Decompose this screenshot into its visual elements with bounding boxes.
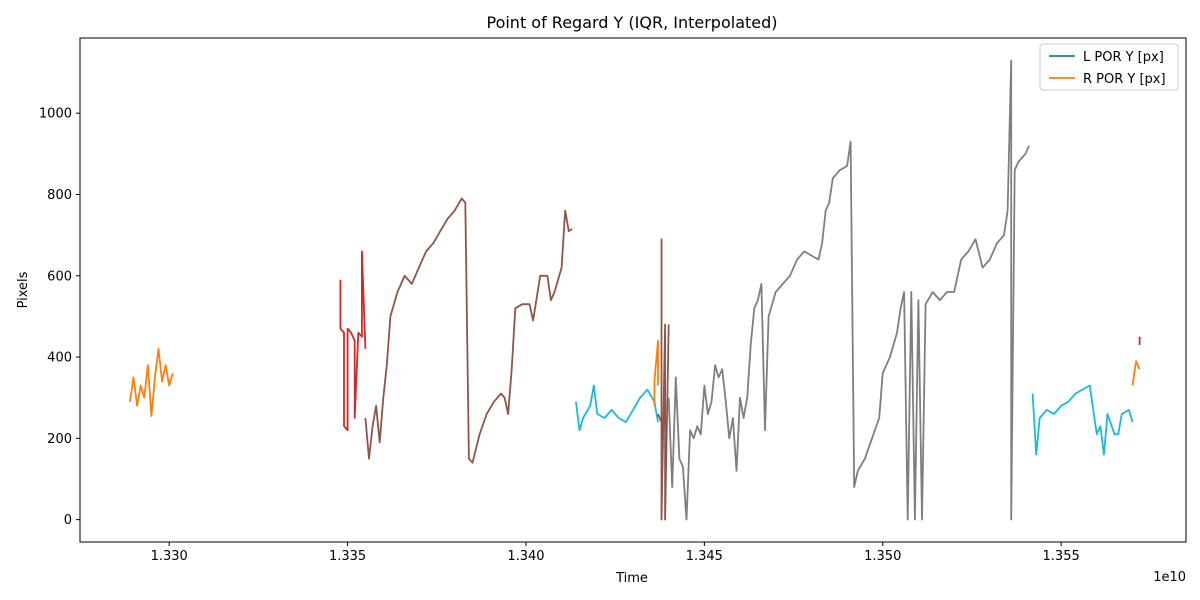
x-tick-label: 1.350 [864,549,901,564]
y-tick-label: 800 [47,188,72,203]
plot-frame [79,37,1187,543]
x-tick-label: 1.340 [507,549,544,564]
y-tick-label: 0 [64,513,72,528]
y-axis-label: Pixels [16,271,31,308]
series-line-segment-3 [575,384,659,432]
y-tick-label: 400 [47,351,72,366]
x-tick-label: 1.345 [686,549,723,564]
legend: L POR Y [px] R POR Y [px] [1039,43,1179,91]
series-line-segment-8 [1131,360,1141,386]
x-tick-label: 1.355 [1043,549,1080,564]
series-line-segment-1 [339,250,367,432]
y-tick-label: 1000 [39,107,72,122]
x-axis-label: Time [615,571,648,586]
series-line-segment-0 [129,347,174,417]
x-axis-offset-label: 1e10 [1153,570,1186,585]
series-line-segment-2 [364,197,573,464]
y-axis-ticks: 0 200 400 600 800 1000 [39,107,80,528]
series-line-segment-7 [1031,384,1134,456]
legend-label-r-por-y: R POR Y [px] [1083,72,1166,87]
series-line-segment-5 [657,238,670,521]
legend-label-l-por-y: L POR Y [px] [1083,50,1164,65]
y-tick-label: 200 [47,432,72,447]
data-series-layer [129,59,1141,521]
chart-title: Point of Regard Y (IQR, Interpolated) [486,13,777,32]
y-tick-label: 600 [47,269,72,284]
series-line-segment-6 [667,59,1030,521]
x-axis-ticks: 1.330 1.335 1.340 1.345 1.350 1.355 [151,542,1080,564]
series-line-segment-4 [653,339,659,406]
x-tick-label: 1.330 [151,549,188,564]
x-tick-label: 1.335 [329,549,366,564]
